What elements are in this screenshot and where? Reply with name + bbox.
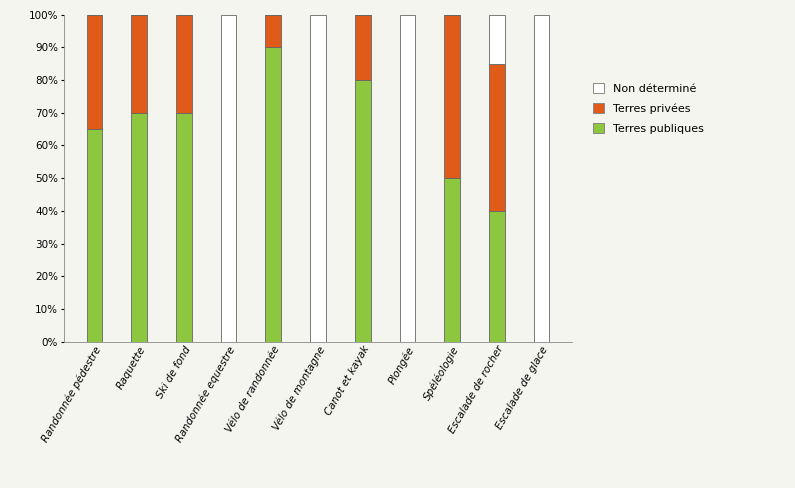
Bar bbox=[400, 15, 415, 342]
Bar bbox=[131, 15, 147, 113]
Bar bbox=[489, 211, 505, 342]
Bar bbox=[221, 15, 236, 342]
Bar bbox=[266, 47, 281, 342]
Bar bbox=[489, 15, 505, 63]
Bar bbox=[444, 178, 460, 342]
Bar bbox=[533, 15, 549, 342]
Bar bbox=[176, 113, 192, 342]
Bar bbox=[310, 15, 326, 342]
Bar bbox=[87, 129, 103, 342]
Legend: Non déterminé, Terres privées, Terres publiques: Non déterminé, Terres privées, Terres pu… bbox=[588, 79, 708, 138]
Bar bbox=[176, 15, 192, 113]
Bar bbox=[355, 80, 370, 342]
Bar bbox=[444, 15, 460, 178]
Bar bbox=[266, 15, 281, 47]
Bar bbox=[87, 15, 103, 129]
Bar bbox=[489, 63, 505, 211]
Bar bbox=[355, 15, 370, 80]
Bar bbox=[131, 113, 147, 342]
